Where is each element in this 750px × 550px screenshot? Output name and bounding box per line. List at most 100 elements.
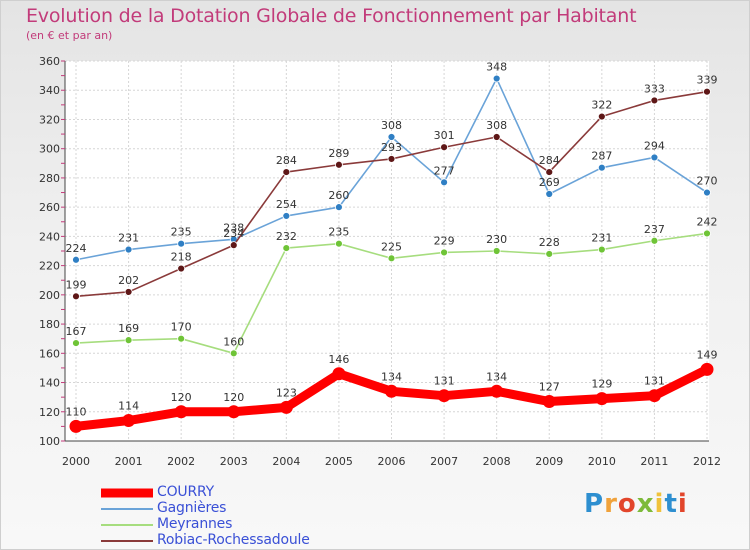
data-label: 127 [539, 381, 560, 394]
data-label: 333 [644, 82, 665, 95]
data-label: 348 [486, 61, 507, 74]
data-point [440, 248, 448, 257]
logo-letter: P [584, 489, 605, 519]
x-tick-label: 2003 [220, 455, 248, 468]
chart-title: Evolution de la Dotation Globale de Fonc… [26, 5, 637, 27]
data-label: 134 [486, 370, 507, 383]
data-point [595, 392, 609, 406]
data-label: 146 [328, 353, 349, 366]
data-point [700, 362, 714, 376]
data-label: 131 [644, 375, 665, 388]
data-label: 293 [381, 141, 402, 154]
y-tick-label: 220 [39, 260, 60, 273]
data-point [72, 255, 80, 264]
data-point [282, 168, 291, 176]
data-label: 339 [697, 74, 718, 87]
x-tick-label: 2010 [588, 455, 616, 468]
data-label: 289 [328, 147, 349, 160]
data-point [492, 247, 501, 255]
data-label: 287 [591, 150, 612, 163]
y-tick-label: 120 [39, 406, 60, 419]
data-label: 170 [171, 321, 192, 334]
x-tick-label: 2004 [272, 455, 300, 468]
data-label: 269 [539, 176, 560, 189]
data-point [385, 384, 398, 398]
data-label: 120 [223, 391, 244, 404]
legend-swatch [101, 488, 153, 498]
data-point [229, 349, 238, 358]
data-point [72, 339, 80, 347]
data-point [387, 254, 396, 263]
x-tick-label: 2012 [693, 455, 721, 468]
data-label: 160 [223, 335, 244, 348]
data-point [545, 250, 554, 258]
data-label: 110 [66, 405, 87, 418]
data-point [335, 203, 343, 212]
legend-swatch [101, 540, 153, 542]
data-label: 235 [171, 226, 192, 239]
x-tick-label: 2007 [430, 455, 458, 468]
data-point [650, 153, 659, 162]
data-label: 218 [171, 251, 192, 264]
data-point [703, 87, 711, 96]
data-label: 169 [118, 322, 139, 335]
data-point [440, 178, 448, 187]
data-label: 234 [223, 227, 244, 240]
logo-letter: x [636, 489, 655, 519]
data-label: 228 [539, 236, 560, 249]
data-label: 229 [434, 234, 455, 247]
data-point [229, 241, 238, 250]
data-point [177, 264, 186, 273]
logo-letter: o [617, 489, 637, 519]
data-labels: 224 231 235 238 254 260 308 277 348 269 287 294 270 1… [66, 61, 718, 419]
x-tick-label: 2011 [640, 455, 668, 468]
legend-label: Gagnières [157, 500, 227, 516]
data-point [387, 133, 396, 141]
data-point [597, 112, 606, 121]
data-point [282, 244, 291, 252]
data-label: 167 [66, 325, 87, 338]
data-point [387, 155, 396, 163]
data-label: 134 [381, 370, 402, 383]
data-label: 237 [644, 223, 665, 236]
data-point [69, 419, 83, 433]
y-tick-label: 280 [39, 172, 60, 185]
data-point [703, 188, 711, 197]
data-label: 120 [171, 391, 192, 404]
logo-letter: r [604, 489, 618, 519]
data-label: 231 [118, 232, 139, 245]
data-label: 230 [486, 233, 507, 246]
y-tick-label: 140 [39, 377, 60, 390]
axes: 100 120 140 160 180 200 220 240 260 280 300 320 340 3… [39, 55, 721, 468]
data-label: 294 [644, 139, 665, 152]
y-tick-label: 240 [39, 230, 60, 243]
data-label: 199 [66, 278, 87, 291]
data-point [597, 245, 606, 254]
data-label: 225 [381, 240, 402, 253]
data-point [545, 168, 554, 176]
x-tick-label: 2000 [62, 455, 90, 468]
data-point [650, 96, 659, 105]
data-point [490, 384, 504, 398]
data-point [545, 190, 554, 198]
legend-swatch [101, 524, 153, 526]
data-point [542, 395, 556, 409]
y-tick-label: 180 [39, 318, 60, 331]
chart-subtitle: (en € et par an) [26, 29, 113, 42]
x-tick-label: 2002 [167, 455, 195, 468]
x-tick-label: 2005 [325, 455, 353, 468]
data-label: 301 [434, 129, 455, 142]
data-point [647, 389, 661, 403]
data-point [650, 236, 659, 245]
x-tick-label: 2006 [378, 455, 406, 468]
logo-letter: t [664, 489, 678, 519]
series-lines [69, 74, 714, 433]
legend-label: Meyrannes [157, 516, 233, 532]
data-label: 224 [66, 242, 87, 255]
data-label: 114 [118, 400, 139, 413]
data-point [282, 212, 291, 220]
data-point [335, 239, 343, 248]
data-point [174, 405, 188, 419]
